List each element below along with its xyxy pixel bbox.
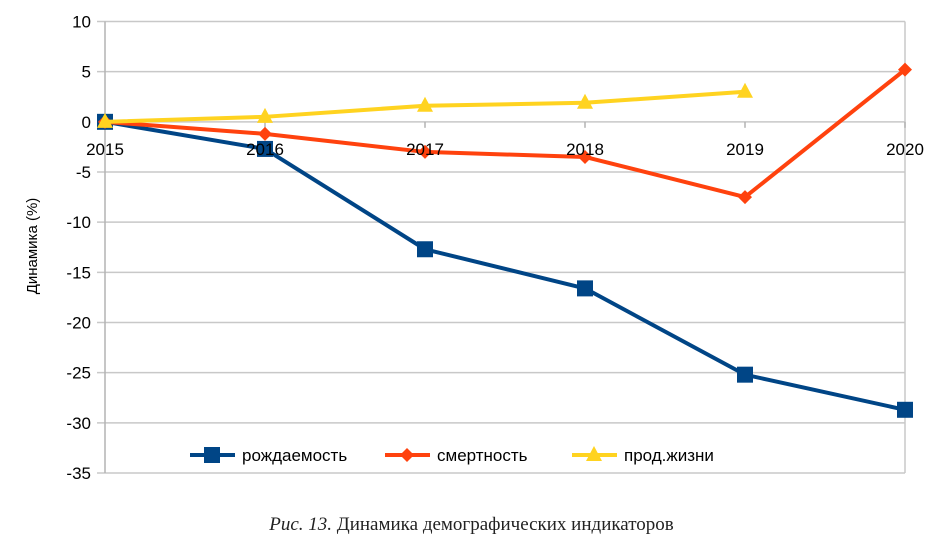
marker-square — [257, 140, 273, 157]
marker-square — [417, 241, 433, 258]
marker-triangle — [417, 96, 433, 112]
marker-square — [577, 280, 593, 297]
y-tick-label: -20 — [66, 314, 91, 333]
y-axis-ticks: 10 5 0 -5 -10 -15 -20 -25 -30 -35 — [66, 13, 91, 484]
line-chart: 10 5 0 -5 -10 -15 -20 -25 -30 -35 Динамика (%) 20… — [24, 13, 924, 484]
series-line — [104, 119, 906, 412]
x-tick-label: 2018 — [566, 140, 604, 159]
series — [97, 62, 913, 418]
series-line — [104, 68, 907, 200]
marker-diamond — [400, 448, 414, 462]
marker-square — [204, 447, 220, 463]
caption-prefix: Рис. 13. — [269, 514, 333, 535]
x-tick-label: 2016 — [246, 140, 284, 159]
y-tick-label: -15 — [66, 263, 91, 282]
x-axis-ticks: 2015 2016 2017 2018 2019 2020 — [86, 140, 924, 159]
y-tick-label: -30 — [66, 414, 91, 433]
x-tick-label: 2019 — [726, 140, 764, 159]
y-axis-label: Динамика (%) — [24, 198, 41, 295]
y-tick-label: 0 — [82, 113, 91, 132]
x-tick-label: 2017 — [406, 140, 444, 159]
marker-triangle — [97, 112, 113, 128]
marker-square — [897, 401, 913, 418]
marker-triangle — [737, 82, 753, 98]
series-triangle — [97, 82, 753, 128]
marker-triangle — [577, 93, 593, 109]
x-tick-label: 2015 — [86, 140, 124, 159]
y-tick-label: -35 — [66, 464, 91, 483]
marker-diamond — [418, 144, 432, 159]
marker-square — [737, 366, 753, 383]
marker-triangle — [586, 446, 602, 461]
legend-label: рождаемость — [242, 446, 347, 465]
marker-triangle — [257, 107, 273, 123]
y-tick-label: 10 — [72, 13, 91, 32]
grid — [97, 20, 906, 474]
caption-text: Динамика демографических индикаторов — [332, 514, 674, 535]
y-tick-label: -10 — [66, 213, 91, 232]
legend: рождаемость смертность прод.жизни — [190, 446, 714, 465]
marker-diamond — [898, 62, 912, 77]
legend-item: прод.жизни — [572, 446, 714, 465]
y-tick-label: -5 — [76, 163, 91, 182]
figure-caption: Рис. 13. Динамика демографических индика… — [0, 514, 943, 536]
marker-diamond — [258, 126, 272, 141]
legend-item: рождаемость — [190, 446, 347, 465]
legend-item: смертность — [385, 446, 528, 465]
y-tick-label: -25 — [66, 364, 91, 383]
x-tick-label: 2020 — [886, 140, 924, 159]
series-diamond — [98, 62, 912, 205]
y-tick-label: 5 — [82, 63, 91, 82]
marker-diamond — [578, 149, 592, 164]
marker-diamond — [738, 190, 752, 205]
legend-label: прод.жизни — [624, 446, 714, 465]
legend-label: смертность — [437, 446, 528, 465]
